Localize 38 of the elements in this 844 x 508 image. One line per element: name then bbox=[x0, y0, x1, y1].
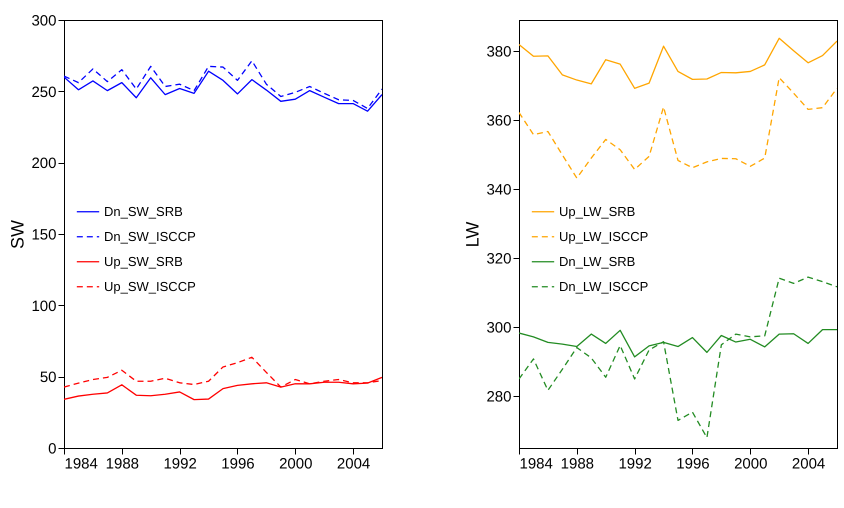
x-tick-label: 1996 bbox=[221, 456, 255, 472]
y-tick-label: 200 bbox=[31, 155, 56, 172]
y-tick-label: 380 bbox=[486, 44, 512, 61]
y-tick-label: 300 bbox=[31, 12, 56, 30]
y-tick-label: 100 bbox=[31, 298, 56, 315]
line-series bbox=[519, 76, 837, 179]
x-tick-label: 1996 bbox=[676, 456, 710, 472]
legend-label: Dn_SW_SRB bbox=[104, 204, 183, 219]
legend-label: Up_LW_ISCCP bbox=[559, 228, 648, 244]
y-tick-label: 150 bbox=[31, 226, 56, 244]
y-axis-title: SW bbox=[7, 220, 28, 249]
x-tick-label: 1988 bbox=[106, 456, 140, 472]
line-series bbox=[519, 276, 837, 438]
y-axis-title: LW bbox=[462, 222, 482, 248]
x-tick-label: 1984 bbox=[520, 456, 553, 472]
x-tick-label: 1988 bbox=[560, 456, 594, 472]
y-tick-label: 360 bbox=[486, 112, 512, 130]
y-tick-label: 250 bbox=[31, 84, 56, 101]
y-tick-label: 280 bbox=[486, 388, 512, 406]
x-tick-label: 2000 bbox=[734, 456, 768, 472]
x-tick-label: 1984 bbox=[64, 456, 98, 472]
legend-label: Dn_LW_SRB bbox=[559, 254, 636, 269]
x-tick-label: 2000 bbox=[279, 456, 312, 472]
y-tick-label: 50 bbox=[40, 369, 56, 386]
legend-label: Up_LW_SRB bbox=[559, 204, 636, 219]
legend-label: Up_SW_SRB bbox=[104, 254, 183, 269]
x-tick-label: 2004 bbox=[336, 456, 370, 472]
legend-label: Dn_SW_ISCCP bbox=[104, 228, 196, 244]
x-tick-label: 2004 bbox=[792, 456, 826, 472]
x-tick-label: 1992 bbox=[163, 456, 197, 472]
y-tick-label: 340 bbox=[486, 182, 512, 199]
legend-label: Dn_LW_ISCCP bbox=[559, 278, 648, 294]
x-tick-label: 1992 bbox=[618, 456, 652, 472]
y-tick-label: 300 bbox=[486, 320, 512, 337]
legend-label: Up_SW_ISCCP bbox=[104, 278, 196, 294]
line-series bbox=[519, 38, 837, 89]
y-tick-label: 0 bbox=[48, 440, 56, 458]
y-tick-label: 320 bbox=[486, 250, 512, 268]
